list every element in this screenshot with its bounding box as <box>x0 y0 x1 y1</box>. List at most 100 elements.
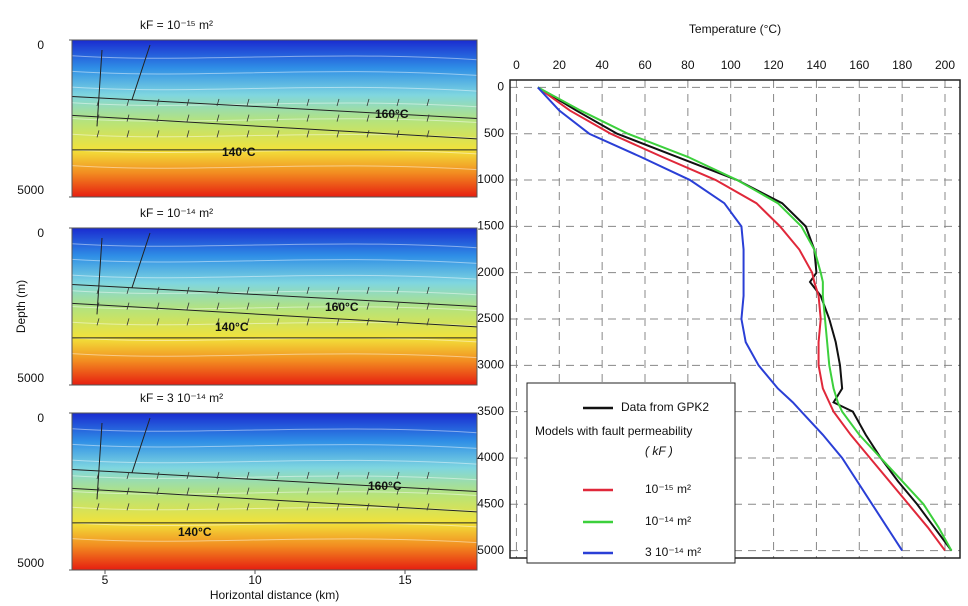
flow-arrow <box>336 503 340 511</box>
isotherm <box>71 353 478 359</box>
flow-arrow <box>156 487 160 495</box>
fault-zone <box>71 232 478 328</box>
isotherm <box>71 70 478 76</box>
flow-arrow <box>426 471 430 480</box>
annotation: 160°C <box>368 479 402 493</box>
flow-arrow <box>336 318 340 326</box>
flow-arrow <box>186 114 190 122</box>
isotherm <box>71 290 478 296</box>
flow-arrow <box>96 471 100 480</box>
flow-arrow <box>246 114 250 122</box>
flow-arrow <box>246 487 250 495</box>
flow-arrow <box>186 302 190 310</box>
x-tick-label: 20 <box>553 58 567 72</box>
flow-arrow <box>276 98 280 107</box>
panel-frame <box>71 227 478 386</box>
flow-arrow <box>306 471 310 480</box>
isotherm <box>71 102 478 108</box>
flow-arrow <box>396 318 400 326</box>
flow-arrow <box>366 98 370 107</box>
x-tick-label: 200 <box>935 58 955 72</box>
flow-arrow <box>216 130 220 138</box>
y-tick-label: 1000 <box>477 172 504 186</box>
annotation: 160°C <box>375 107 409 121</box>
flow-arrow <box>186 286 190 295</box>
flow-arrow <box>366 487 370 495</box>
flow-arrow <box>336 302 340 310</box>
flow-arrow <box>126 302 130 310</box>
panel-title: kF = 3 10⁻¹⁴ m² <box>140 391 223 405</box>
y-tick-label: 3500 <box>477 404 504 418</box>
flow-arrow <box>306 286 310 295</box>
flow-arrow <box>246 286 250 295</box>
x-tick-label: 140 <box>806 58 826 72</box>
legend-label: Data from GPK2 <box>621 400 709 414</box>
x-tick-label: 5 <box>102 573 109 587</box>
flow-arrow <box>426 98 430 107</box>
flow-arrow <box>426 487 430 495</box>
isotherm <box>71 86 478 92</box>
y-tick-label: 5000 <box>17 556 44 570</box>
flow-arrow <box>426 286 430 295</box>
y-tick-label: 1500 <box>477 219 504 233</box>
flow-arrow <box>156 471 160 480</box>
panel-frame <box>71 39 478 198</box>
flow-arrow <box>426 114 430 122</box>
flow-arrow <box>276 503 280 511</box>
y-tick-label: 500 <box>484 126 504 140</box>
flow-arrow <box>156 130 160 138</box>
flow-arrow <box>246 318 250 326</box>
flow-arrow <box>426 302 430 310</box>
panel-title: kF = 10⁻¹⁵ m² <box>140 18 213 32</box>
annotation: 140°C <box>222 145 256 159</box>
flow-arrow <box>366 302 370 310</box>
flow-arrow <box>426 318 430 326</box>
flow-arrow <box>186 471 190 480</box>
flow-arrow <box>336 487 340 495</box>
x-tick-label: 80 <box>681 58 695 72</box>
flow-arrow <box>156 503 160 511</box>
flow-arrow <box>366 503 370 511</box>
legend-subtitle: ( kF ) <box>645 444 673 458</box>
flow-arrow <box>96 286 100 295</box>
y-tick-label: 2000 <box>477 265 504 279</box>
temperature-field <box>72 228 477 385</box>
flow-arrow <box>96 130 100 138</box>
flow-arrow <box>216 487 220 495</box>
flow-arrow <box>396 114 400 122</box>
flow-arrow <box>156 318 160 326</box>
y-tick-label: 5000 <box>17 183 44 197</box>
flow-arrow <box>276 318 280 326</box>
y-tick-label: 5000 <box>477 543 504 557</box>
isotherm <box>71 165 478 171</box>
x-tick-label: 10 <box>248 573 262 587</box>
isotherm <box>71 522 478 528</box>
flow-arrow <box>126 487 130 495</box>
panel-frame <box>71 412 478 571</box>
isotherm <box>71 306 478 311</box>
flow-arrow <box>246 503 250 511</box>
flow-arrow <box>186 318 190 326</box>
flow-arrow <box>126 503 130 511</box>
flow-arrow <box>306 302 310 310</box>
flow-arrow <box>156 302 160 310</box>
y-tick-label: 0 <box>37 411 44 425</box>
flow-arrow <box>276 471 280 480</box>
legend-label: 10⁻¹⁴ m² <box>645 514 691 528</box>
flow-arrow <box>426 130 430 138</box>
flow-arrow <box>246 130 250 138</box>
flow-arrow <box>186 130 190 138</box>
flow-arrow <box>306 503 310 511</box>
flow-arrow <box>336 98 340 107</box>
flow-arrow <box>246 471 250 480</box>
flow-arrow <box>216 114 220 122</box>
flow-arrow <box>156 286 160 295</box>
flow-arrow <box>96 487 100 495</box>
flow-arrow <box>126 318 130 326</box>
y-tick-label: 0 <box>37 226 44 240</box>
flow-arrow <box>96 503 100 511</box>
annotation: 160°C <box>325 300 359 314</box>
x-tick-label: 15 <box>398 573 412 587</box>
flow-arrow <box>216 302 220 310</box>
